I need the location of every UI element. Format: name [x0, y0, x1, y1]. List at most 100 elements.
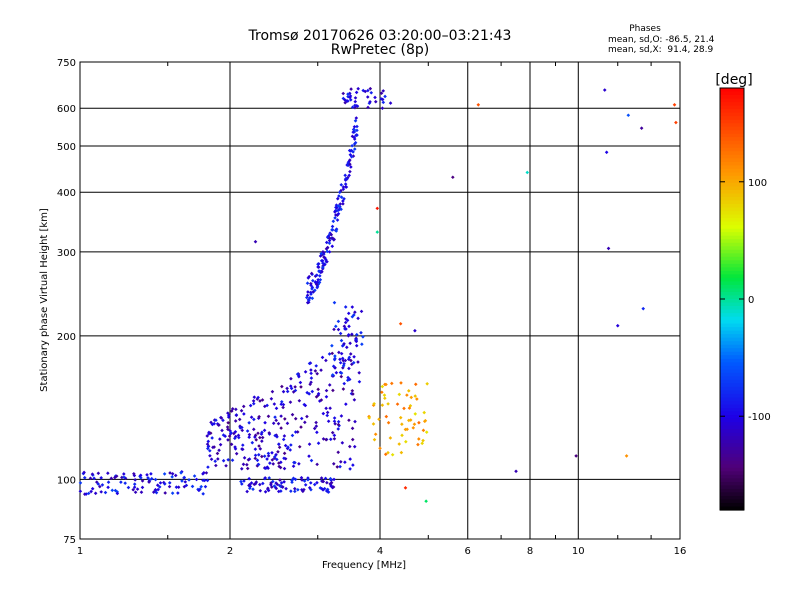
data-point [399, 450, 404, 455]
data-point [330, 373, 335, 377]
data-point [408, 403, 413, 408]
data-point [351, 130, 356, 134]
data-point [223, 434, 227, 439]
colorbar-segment [720, 249, 744, 254]
data-point [306, 290, 310, 294]
data-point [245, 466, 250, 471]
data-point [372, 437, 377, 442]
data-point [266, 451, 271, 456]
data-point [386, 402, 390, 406]
data-point [345, 345, 349, 350]
colorbar-segment [720, 137, 744, 142]
data-point [280, 485, 285, 489]
data-point [258, 488, 263, 493]
data-point [346, 375, 350, 380]
data-point [312, 482, 317, 487]
data-point [355, 104, 360, 108]
data-point [333, 324, 338, 329]
data-point [149, 472, 153, 476]
data-point [259, 432, 264, 436]
data-point [78, 489, 83, 494]
data-point [210, 436, 214, 440]
data-point [328, 406, 332, 411]
data-point [260, 430, 264, 435]
data-point [332, 436, 337, 441]
data-point [348, 169, 352, 174]
data-point [330, 351, 335, 356]
data-point [192, 474, 197, 478]
data-point [327, 238, 332, 243]
data-point [307, 274, 311, 279]
data-point [215, 451, 220, 456]
data-point [411, 426, 416, 430]
colorbar-segment [720, 211, 744, 216]
colorbar-segment [720, 390, 744, 395]
data-point [320, 355, 325, 360]
colorbar-segment [720, 182, 744, 188]
data-point [302, 479, 307, 483]
data-point [346, 332, 351, 337]
data-point [285, 421, 290, 426]
data-point [305, 293, 310, 298]
data-point [233, 445, 237, 449]
data-point [233, 434, 238, 439]
data-point [182, 476, 186, 480]
data-point [293, 416, 298, 421]
data-point [202, 470, 206, 475]
data-point [368, 100, 372, 104]
colorbar-segment [720, 239, 744, 244]
data-point [329, 232, 334, 237]
data-point [325, 245, 330, 250]
colorbar-segment [720, 320, 744, 325]
data-point [309, 368, 313, 372]
data-point [269, 396, 274, 401]
data-point [273, 415, 277, 419]
y-tick-label: 500 [57, 142, 76, 153]
data-point [204, 471, 209, 475]
data-point [276, 489, 281, 494]
data-point [398, 415, 403, 420]
data-point [135, 487, 140, 491]
data-point [602, 88, 607, 92]
colorbar-segment [720, 179, 744, 184]
data-point [290, 478, 294, 483]
data-point [88, 476, 93, 481]
data-point [162, 472, 167, 476]
data-point [240, 425, 244, 430]
data-point [353, 310, 357, 315]
data-point [363, 89, 368, 94]
data-point [271, 462, 276, 466]
colorbar-segment [720, 277, 744, 283]
colorbar-segment [720, 453, 744, 458]
data-point [266, 466, 270, 471]
data-point [359, 330, 363, 335]
data-point [402, 406, 406, 411]
data-point [288, 448, 293, 452]
data-point [405, 393, 409, 397]
data-point [339, 338, 344, 343]
data-point [351, 360, 356, 365]
data-point [179, 470, 183, 475]
data-point [216, 457, 220, 461]
data-point [353, 419, 357, 424]
data-point [155, 483, 160, 488]
data-point [206, 465, 210, 469]
data-point [297, 374, 301, 379]
colorbar-segment [720, 253, 744, 258]
data-point [274, 452, 278, 457]
data-point [339, 414, 344, 418]
data-point [380, 106, 385, 111]
data-point [307, 392, 311, 396]
colorbar-segment [720, 478, 744, 483]
data-point [406, 389, 411, 393]
colorbar-segment [720, 263, 744, 268]
data-point [346, 92, 350, 96]
colorbar-segment [720, 274, 744, 279]
chart-subtitle: RwPretec (8p) [331, 42, 429, 58]
data-point [299, 385, 303, 389]
colorbar-segment [720, 214, 744, 219]
data-point [199, 484, 204, 489]
data-point [240, 428, 245, 433]
data-point [205, 442, 210, 446]
data-point [342, 196, 346, 201]
